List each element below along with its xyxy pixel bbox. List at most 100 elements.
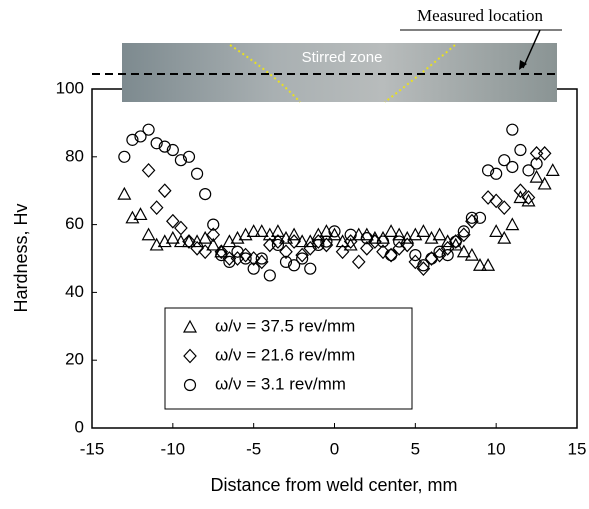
point bbox=[489, 193, 503, 209]
point bbox=[246, 224, 261, 237]
point bbox=[384, 247, 398, 263]
point bbox=[157, 183, 172, 199]
point bbox=[295, 247, 309, 263]
point bbox=[246, 251, 261, 266]
point bbox=[521, 190, 536, 205]
zone-boundary bbox=[229, 44, 301, 103]
point bbox=[416, 261, 431, 277]
annotation: Stirred zone bbox=[302, 49, 383, 66]
point bbox=[207, 218, 220, 231]
point bbox=[304, 262, 317, 275]
point bbox=[279, 244, 293, 260]
point bbox=[287, 227, 302, 241]
legend-label: ω/ν = 3.1 rev/mm bbox=[215, 374, 346, 393]
arrow-head bbox=[519, 60, 527, 70]
x-tick-label: 0 bbox=[330, 439, 339, 458]
point bbox=[376, 235, 390, 248]
point bbox=[319, 237, 334, 253]
point bbox=[424, 251, 439, 266]
y-tick-label: 60 bbox=[65, 214, 84, 233]
point bbox=[254, 224, 269, 237]
point bbox=[126, 133, 139, 146]
point bbox=[489, 224, 504, 237]
point bbox=[335, 244, 350, 260]
point bbox=[505, 217, 520, 231]
point bbox=[328, 225, 341, 238]
point bbox=[497, 230, 512, 244]
point bbox=[198, 230, 213, 244]
point bbox=[465, 211, 479, 224]
point bbox=[158, 140, 171, 153]
point bbox=[481, 164, 495, 177]
x-tick-label: 5 bbox=[411, 439, 420, 458]
point bbox=[263, 269, 276, 282]
point bbox=[481, 258, 496, 271]
point bbox=[238, 247, 253, 263]
point bbox=[247, 262, 260, 275]
x-tick-label: 15 bbox=[568, 439, 587, 458]
point bbox=[174, 220, 188, 236]
point bbox=[457, 227, 471, 243]
point bbox=[271, 238, 285, 252]
point bbox=[190, 167, 204, 180]
legend-label: ω/ν = 21.6 rev/mm bbox=[215, 345, 355, 364]
point bbox=[182, 150, 196, 163]
point bbox=[214, 244, 229, 260]
point bbox=[514, 143, 527, 157]
point bbox=[497, 200, 512, 216]
x-axis-label: Distance from weld center, mm bbox=[210, 475, 457, 495]
point bbox=[449, 235, 462, 248]
point bbox=[125, 210, 140, 224]
point bbox=[287, 259, 301, 272]
point bbox=[424, 230, 439, 244]
point bbox=[215, 249, 228, 262]
point bbox=[490, 167, 503, 180]
point bbox=[134, 130, 147, 143]
point bbox=[530, 157, 543, 170]
point bbox=[231, 245, 244, 258]
y-tick-label: 0 bbox=[75, 417, 84, 436]
point bbox=[481, 190, 495, 205]
point bbox=[376, 244, 390, 260]
point bbox=[270, 224, 285, 237]
point bbox=[417, 259, 430, 272]
point bbox=[440, 240, 455, 256]
point bbox=[149, 200, 164, 216]
point bbox=[400, 237, 415, 253]
point bbox=[327, 227, 342, 241]
micrograph bbox=[122, 43, 557, 102]
point bbox=[295, 234, 310, 248]
point bbox=[351, 254, 366, 270]
point bbox=[239, 252, 252, 265]
point bbox=[141, 162, 156, 178]
point bbox=[425, 252, 438, 265]
point bbox=[360, 232, 373, 245]
point bbox=[271, 234, 285, 249]
point bbox=[522, 164, 535, 177]
x-tick-label: -5 bbox=[246, 439, 261, 458]
point bbox=[254, 254, 269, 270]
point bbox=[498, 154, 511, 167]
y-axis-label: Hardness, Hv bbox=[11, 203, 31, 312]
point bbox=[166, 213, 180, 229]
legend-label: ω/ν = 37.5 rev/mm bbox=[215, 316, 355, 335]
point bbox=[149, 237, 164, 251]
point bbox=[190, 240, 204, 256]
point bbox=[448, 234, 463, 249]
point bbox=[206, 237, 221, 251]
legend-marker bbox=[183, 378, 197, 392]
point bbox=[368, 234, 382, 249]
point bbox=[472, 258, 488, 271]
point bbox=[150, 137, 163, 150]
point bbox=[537, 176, 552, 190]
point bbox=[279, 255, 293, 268]
point bbox=[117, 186, 132, 200]
legend-marker bbox=[183, 348, 197, 364]
point bbox=[384, 224, 399, 237]
point bbox=[545, 163, 560, 176]
point bbox=[473, 211, 487, 224]
point bbox=[408, 254, 423, 270]
point bbox=[303, 240, 318, 256]
legend bbox=[164, 307, 413, 410]
